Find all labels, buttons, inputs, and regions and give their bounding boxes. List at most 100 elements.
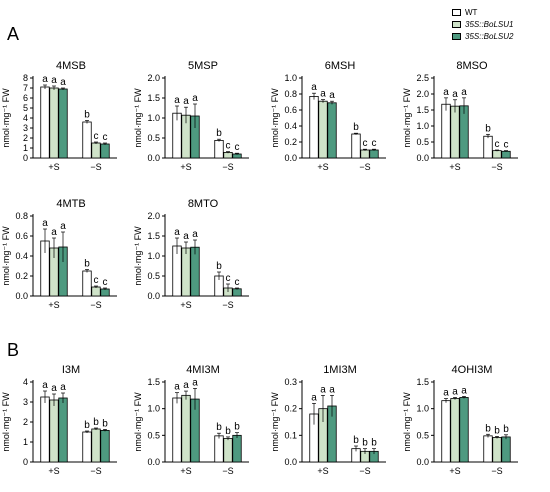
chart-4-sig-letter: a [51,227,57,238]
chart-2-xtick-label: +S [317,162,328,172]
chart-1-sig-letter: b [216,128,222,139]
chart-3-sig-letter: a [461,87,467,98]
chart-8-ylabel: nmol·mg⁻¹ FW [270,392,280,452]
chart-1-bar [223,151,233,159]
chart-2-sig-letter: c [372,138,377,149]
chart-2-ytick-label: 1.0 [284,73,297,83]
chart-4-bar [82,270,92,297]
chart-7-bar [223,438,233,463]
chart-0-bar [49,87,59,159]
chart-6-sig-letter: a [42,380,48,391]
chart-5-xtick-label: −S [222,300,233,310]
chart-4-bar [100,288,110,297]
chart-4-ytick-label: 0.6 [15,231,28,241]
chart-0-bar [100,143,110,159]
chart-1-ytick-label: 1.5 [147,93,160,103]
chart-9-sig-letter: b [485,423,491,434]
chart-5-ytick-label: 1.5 [147,231,160,241]
chart-2-sig-letter: a [329,90,335,101]
chart-3-ytick-label: 2.5 [416,73,429,83]
chart-1-ytick-label: 0.0 [147,153,160,163]
chart-7-bar [181,394,191,463]
chart-0-sig-letter: a [42,74,48,85]
chart-9-sig-letter: a [452,386,458,397]
chart-9-sig-letter: a [443,388,449,399]
chart-0-xtick-label: +S [48,162,59,172]
chart-7-ytick-label: 1.5 [147,377,160,387]
chart-0-ytick-label: 5 [23,103,28,113]
chart-6-bar [58,397,68,463]
chart-9-bar [441,400,451,463]
chart-1-title: 5MSP [188,60,218,72]
chart-3-sig-letter: b [485,123,491,134]
chart-0-sig-letter: c [103,132,108,143]
chart-5-sig-letter: c [226,273,231,284]
chart-7-bar [232,434,242,463]
chart-4-xtick-label: +S [48,300,59,310]
chart-2-xtick-label: −S [359,162,370,172]
chart-7-xtick-label: +S [180,466,191,476]
chart-0-sig-letter: a [60,77,66,88]
chart-4-sig-letter: a [42,218,48,229]
chart-7-title: 4MI3M [186,364,220,376]
legend-label-bolsu1: 35S::BoLSU1 [465,19,514,29]
chart-3-bar [483,135,493,159]
chart-6-ytick-label: 4 [23,377,28,387]
legend-label-wt: WT [465,7,478,17]
chart-4-ylabel: nmol·mg⁻¹ FW [1,226,11,286]
chart-0-sig-letter: c [94,131,99,142]
chart-0-ytick-label: 0 [23,153,28,163]
chart-2-bar [318,100,328,159]
chart-4-sig-letter: a [60,221,66,232]
chart-5-sig-letter: a [192,229,198,240]
chart-9-xtick-label: −S [491,466,502,476]
chart-4-sig-letter: b [84,259,90,270]
chart-1-sig-letter: a [192,93,198,104]
chart-5-bar [232,288,242,297]
panel-label-b: B [7,340,20,360]
chart-8-xtick-label: +S [317,466,328,476]
chart-2-title: 6MSH [325,60,356,72]
chart-2-ytick-label: 0.6 [284,105,297,115]
chart-1-sig-letter: c [226,141,231,152]
chart-0-ytick-label: 3 [23,123,28,133]
chart-9-ytick-label: 1.5 [416,377,429,387]
chart-0-bar [91,142,101,159]
chart-3-ytick-label: 0.0 [416,153,429,163]
chart-6-bar [40,396,50,463]
chart-0-bar [40,86,50,159]
chart-8-sig-letter: b [362,438,368,449]
chart-3-xtick-label: −S [491,162,502,172]
chart-3-sig-letter: a [452,89,458,100]
chart-0-ytick-label: 6 [23,93,28,103]
chart-2-sig-letter: a [320,89,326,100]
chart-3-sig-letter: c [504,140,509,151]
chart-8-sig-letter: b [371,438,377,449]
chart-6-sig-letter: b [93,417,99,428]
chart-3-ytick-label: 1.0 [416,121,429,131]
legend-item-wt: WT [452,6,513,18]
chart-1-sig-letter: a [183,96,189,107]
chart-5-ytick-label: 2.0 [147,211,160,221]
chart-1-ytick-label: 2.0 [147,73,160,83]
chart-5-sig-letter: c [235,277,240,288]
chart-9-ytick-label: 0.5 [416,430,429,440]
chart-5-title: 8MTO [188,198,219,210]
chart-6-ytick-label: 3 [23,397,28,407]
chart-6-xtick-label: +S [48,466,59,476]
chart-6-sig-letter: b [84,420,90,431]
chart-5-sig-letter: b [216,261,222,272]
chart-8-sig-letter: b [353,435,359,446]
chart-4-bar [91,286,101,297]
chart-2-bar [309,96,319,159]
chart-7-bar [214,435,224,463]
legend-item-bolsu1: 35S::BoLSU1 [452,18,513,30]
chart-2-bar [327,102,337,159]
chart-0-ytick-label: 1 [23,143,28,153]
chart-6-bar [49,399,59,463]
chart-8-sig-letter: a [311,392,317,403]
chart-6-sig-letter: a [51,383,57,394]
chart-3-ytick-label: 1.5 [416,105,429,115]
legend: WT 35S::BoLSU1 35S::BoLSU2 [452,6,513,42]
